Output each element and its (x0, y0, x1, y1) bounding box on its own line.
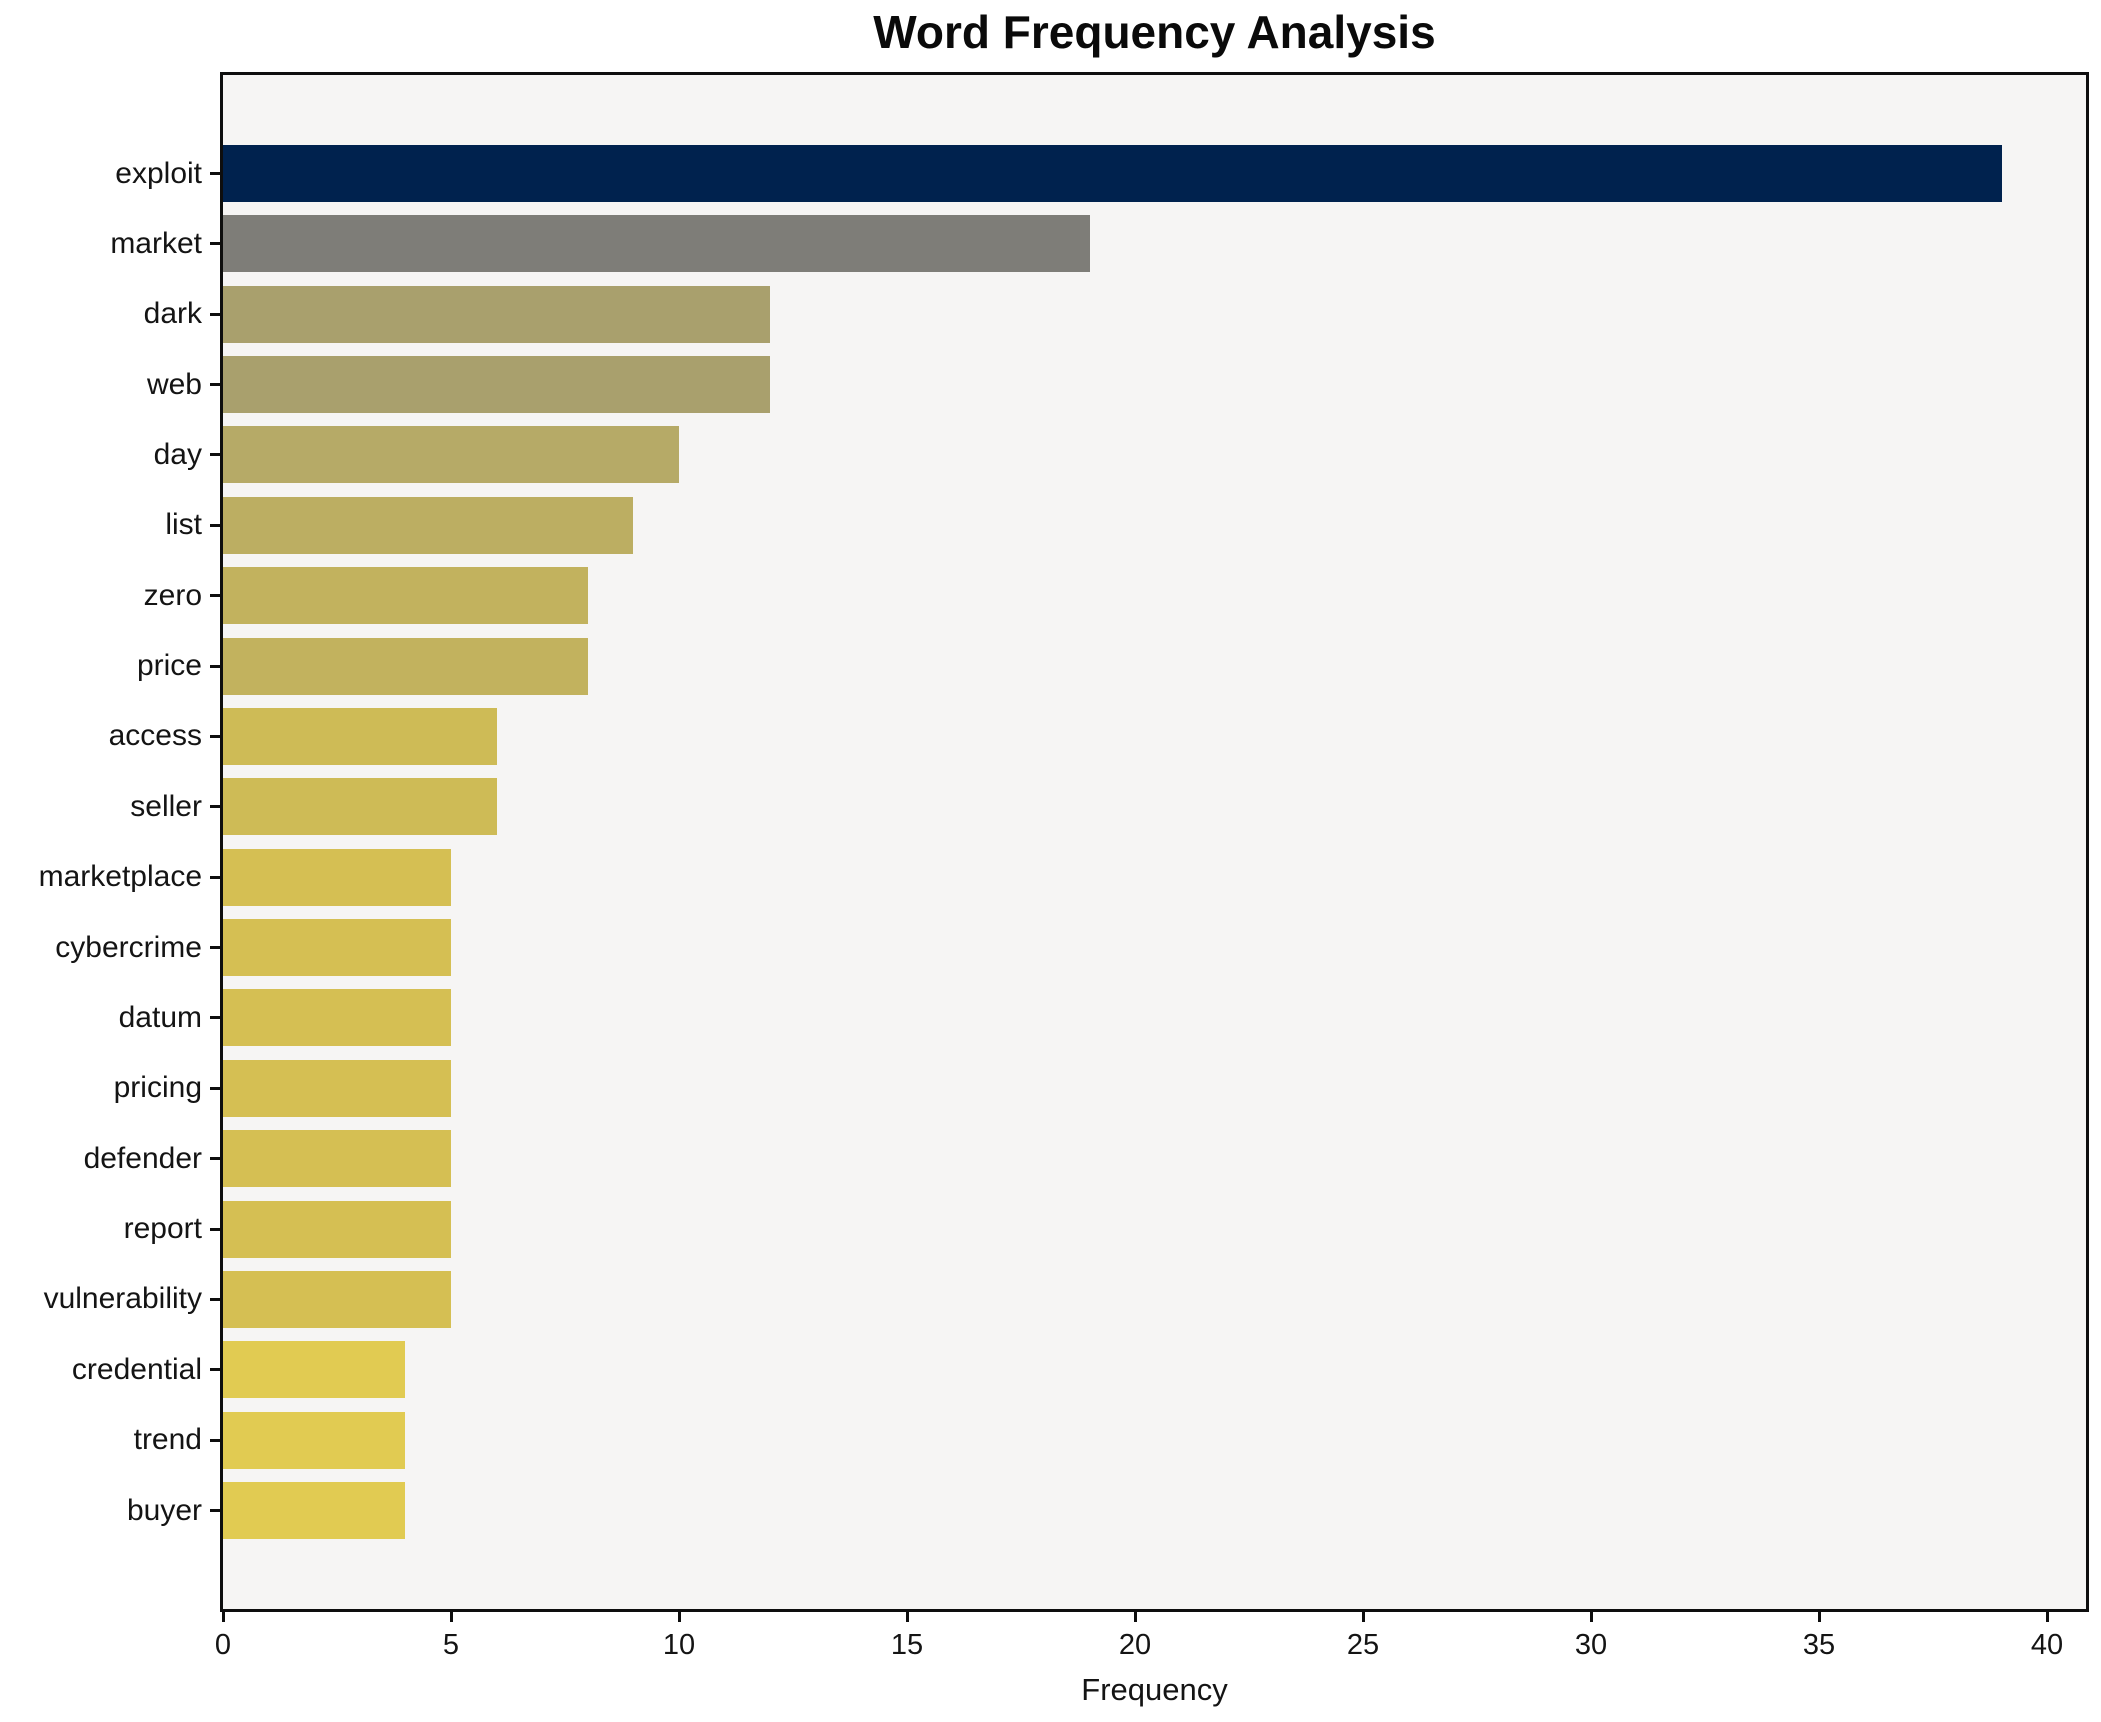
y-tick-cybercrime (210, 946, 220, 949)
y-tick-label-credential: credential (71, 1353, 202, 1386)
y-tick-label-seller: seller (130, 790, 202, 823)
bar-list (223, 497, 633, 554)
y-tick-pricing (210, 1087, 220, 1090)
y-tick-zero (210, 594, 220, 597)
x-tick-5 (450, 1612, 453, 1622)
bar-price (223, 638, 588, 695)
y-tick-label-trend: trend (133, 1423, 202, 1456)
y-tick-web (210, 383, 220, 386)
x-tick-label-30: 30 (1574, 1629, 1608, 1661)
bar-datum (223, 989, 451, 1046)
bar-pricing (223, 1060, 451, 1117)
x-tick-40 (2046, 1612, 2049, 1622)
bar-dark (223, 286, 770, 343)
y-tick-day (210, 453, 220, 456)
x-axis-label: Frequency (1081, 1672, 1228, 1707)
x-tick-label-25: 25 (1346, 1629, 1380, 1661)
x-tick-25 (1362, 1612, 1365, 1622)
x-tick-30 (1590, 1612, 1593, 1622)
y-tick-access (210, 735, 220, 738)
x-tick-label-5: 5 (442, 1629, 460, 1661)
chart-title: Word Frequency Analysis (873, 6, 1436, 58)
y-tick-label-marketplace: marketplace (38, 860, 202, 893)
y-tick-credential (210, 1368, 220, 1371)
bar-vulnerability (223, 1271, 451, 1328)
x-tick-20 (1134, 1612, 1137, 1622)
y-tick-label-day: day (153, 438, 202, 471)
y-tick-label-zero: zero (143, 579, 202, 612)
y-tick-buyer (210, 1509, 220, 1512)
y-tick-label-web: web (146, 368, 202, 401)
plot-area (220, 72, 2089, 1612)
y-tick-price (210, 665, 220, 668)
bar-marketplace (223, 849, 451, 906)
x-tick-15 (906, 1612, 909, 1622)
bar-exploit (223, 145, 2002, 202)
bar-market (223, 215, 1090, 272)
y-tick-label-list: list (165, 508, 202, 541)
bar-credential (223, 1341, 405, 1398)
y-tick-label-defender: defender (83, 1142, 202, 1175)
y-tick-label-vulnerability: vulnerability (43, 1282, 202, 1315)
x-tick-label-15: 15 (890, 1629, 924, 1661)
y-tick-label-report: report (123, 1212, 202, 1245)
y-tick-label-cybercrime: cybercrime (55, 931, 202, 964)
y-tick-label-exploit: exploit (115, 157, 202, 190)
y-tick-datum (210, 1016, 220, 1019)
x-tick-label-20: 20 (1118, 1629, 1152, 1661)
y-tick-label-price: price (136, 649, 202, 682)
y-tick-seller (210, 805, 220, 808)
bar-trend (223, 1412, 405, 1469)
x-tick-label-0: 0 (214, 1629, 232, 1661)
y-tick-label-buyer: buyer (126, 1494, 202, 1527)
bar-seller (223, 778, 497, 835)
y-tick-label-datum: datum (118, 1001, 202, 1034)
x-tick-label-35: 35 (1802, 1629, 1836, 1661)
y-tick-dark (210, 313, 220, 316)
x-tick-35 (1818, 1612, 1821, 1622)
y-tick-label-dark: dark (143, 297, 202, 330)
y-tick-trend (210, 1439, 220, 1442)
x-tick-0 (222, 1612, 225, 1622)
y-tick-market (210, 242, 220, 245)
x-tick-label-10: 10 (662, 1629, 696, 1661)
bar-access (223, 708, 497, 765)
y-tick-report (210, 1228, 220, 1231)
bar-zero (223, 567, 588, 624)
y-tick-marketplace (210, 876, 220, 879)
y-tick-label-market: market (110, 227, 202, 260)
y-tick-label-pricing: pricing (113, 1071, 202, 1104)
x-tick-label-40: 40 (2030, 1629, 2064, 1661)
y-tick-label-access: access (108, 719, 202, 752)
y-tick-exploit (210, 172, 220, 175)
y-tick-list (210, 524, 220, 527)
y-tick-vulnerability (210, 1298, 220, 1301)
bar-defender (223, 1130, 451, 1187)
bar-web (223, 356, 770, 413)
bar-report (223, 1201, 451, 1258)
x-tick-10 (678, 1612, 681, 1622)
bar-day (223, 426, 679, 483)
bar-cybercrime (223, 919, 451, 976)
bar-buyer (223, 1482, 405, 1539)
y-tick-defender (210, 1157, 220, 1160)
